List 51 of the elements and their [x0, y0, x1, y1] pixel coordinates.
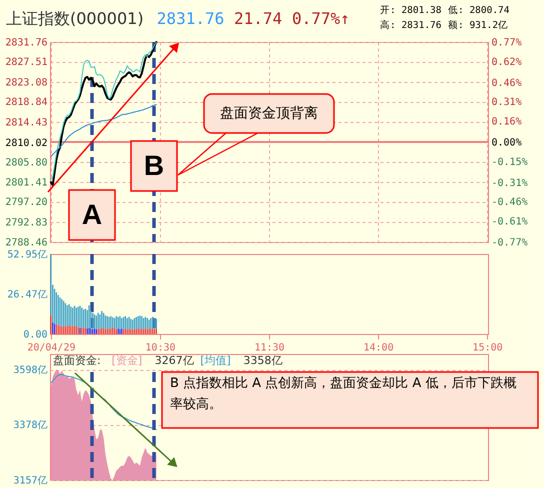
y2-tick-label: -0.31%	[492, 178, 528, 189]
y2-tick-label: -0.46%	[492, 197, 528, 208]
text: 低: 2800.74	[448, 5, 510, 16]
y-tick-label: 52.95亿	[7, 250, 48, 260]
x-tick-label: 11:30	[254, 342, 285, 354]
y2-tick-label: -0.15%	[492, 156, 528, 168]
y2-tick-label: -0.77%	[492, 238, 528, 248]
annotation: 3358亿	[243, 354, 282, 367]
x-tick-label: 14:00	[363, 342, 394, 354]
y2-tick-label: -0.61%	[492, 216, 528, 228]
y2-tick-label: 0.31%	[492, 97, 522, 108]
y-tick-label: 26.47亿	[7, 290, 48, 301]
line-series	[50, 104, 157, 157]
text: 高: 2831.76	[380, 19, 442, 31]
annotation: 3267亿	[154, 354, 194, 367]
y2-tick-label: 0.62%	[492, 56, 522, 68]
y2-tick-label: 0.77%	[492, 38, 522, 48]
text: 21.74	[234, 9, 282, 28]
annotation: B	[144, 150, 164, 181]
x-tick-label: 20/04/29	[27, 342, 76, 354]
text: [资金]	[112, 354, 142, 367]
y-tick-label: 3157亿	[13, 476, 48, 486]
y2-tick-label: 0.00%	[492, 138, 522, 148]
x-tick-label: 10:30	[145, 342, 176, 354]
y-tick-label: 2788.46	[5, 238, 48, 248]
y-tick-label: 2801.41	[5, 178, 48, 189]
y-tick-label: 2827.51	[5, 57, 48, 68]
y-tick-label: 3378亿	[13, 420, 48, 432]
y2-tick-label: 0.16%	[492, 116, 522, 128]
y2-tick-label: 0.46%	[492, 78, 522, 89]
y-tick-label: 2818.84	[5, 97, 48, 108]
text: 0.77%↑	[292, 9, 350, 28]
y-tick-label: 2823.08	[5, 78, 48, 89]
chart-title: 盘面资金:	[53, 354, 101, 367]
text: [均值]	[200, 354, 231, 367]
annotation: A	[82, 199, 102, 230]
y-tick-label: 2814.43	[5, 118, 48, 129]
x-tick-label: 15:00	[472, 342, 503, 354]
text: 2831.76	[156, 9, 224, 28]
y-tick-label: 3598亿	[13, 365, 48, 376]
y-tick-label: 2831.76	[5, 38, 48, 48]
y-tick-label: 2792.83	[5, 217, 48, 228]
annotation: 盘面资金顶背离	[220, 106, 318, 122]
annotation: B 点指数相比 A 点创新高，盘面资金却比 A 低，后市下跌概率较高。	[170, 375, 516, 412]
y-tick-label: 2810.02	[5, 138, 48, 149]
y-tick-label: 2805.80	[5, 157, 48, 168]
y-tick-label: 0.00	[23, 330, 48, 340]
y-tick-label: 2797.20	[5, 197, 48, 208]
chart-title: 上证指数(000001)	[6, 9, 144, 28]
text: 开: 2801.38	[380, 5, 442, 16]
text: 额: 931.2亿	[448, 19, 508, 31]
